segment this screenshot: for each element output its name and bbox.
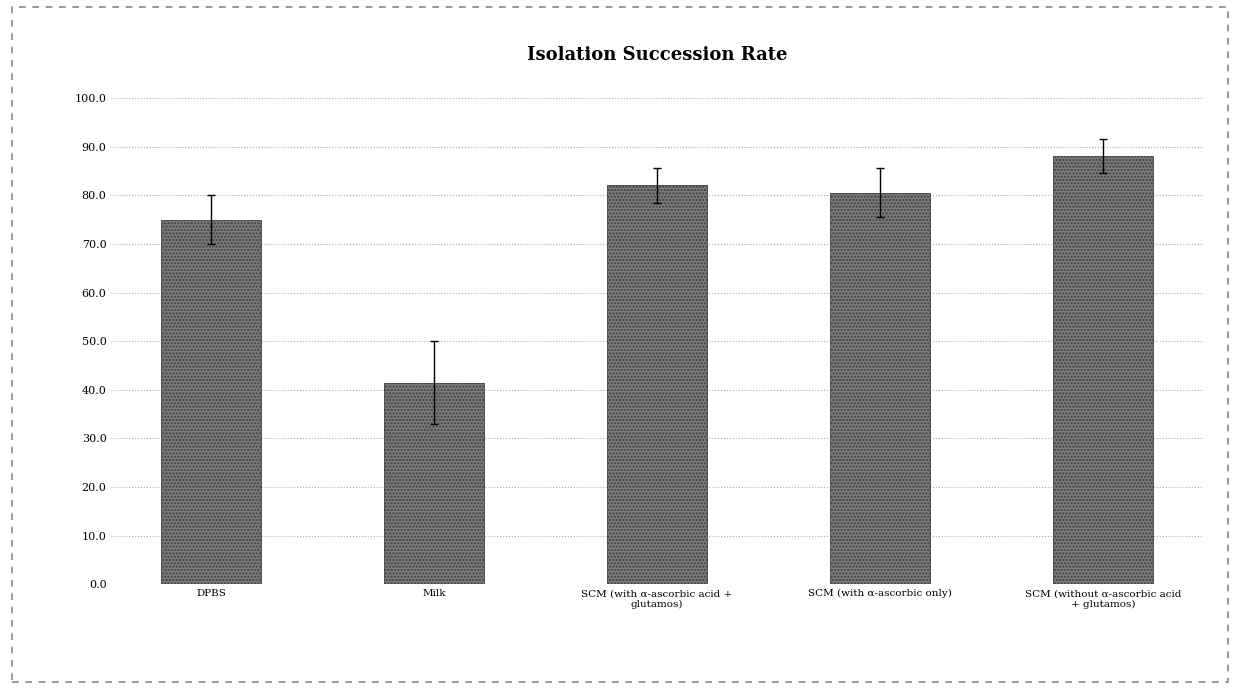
Bar bbox=[606, 185, 707, 584]
Bar bbox=[830, 193, 930, 584]
Bar bbox=[1053, 156, 1153, 584]
Title: Isolation Succession Rate: Isolation Succession Rate bbox=[527, 45, 787, 63]
Bar bbox=[384, 382, 485, 584]
Bar bbox=[161, 220, 262, 584]
